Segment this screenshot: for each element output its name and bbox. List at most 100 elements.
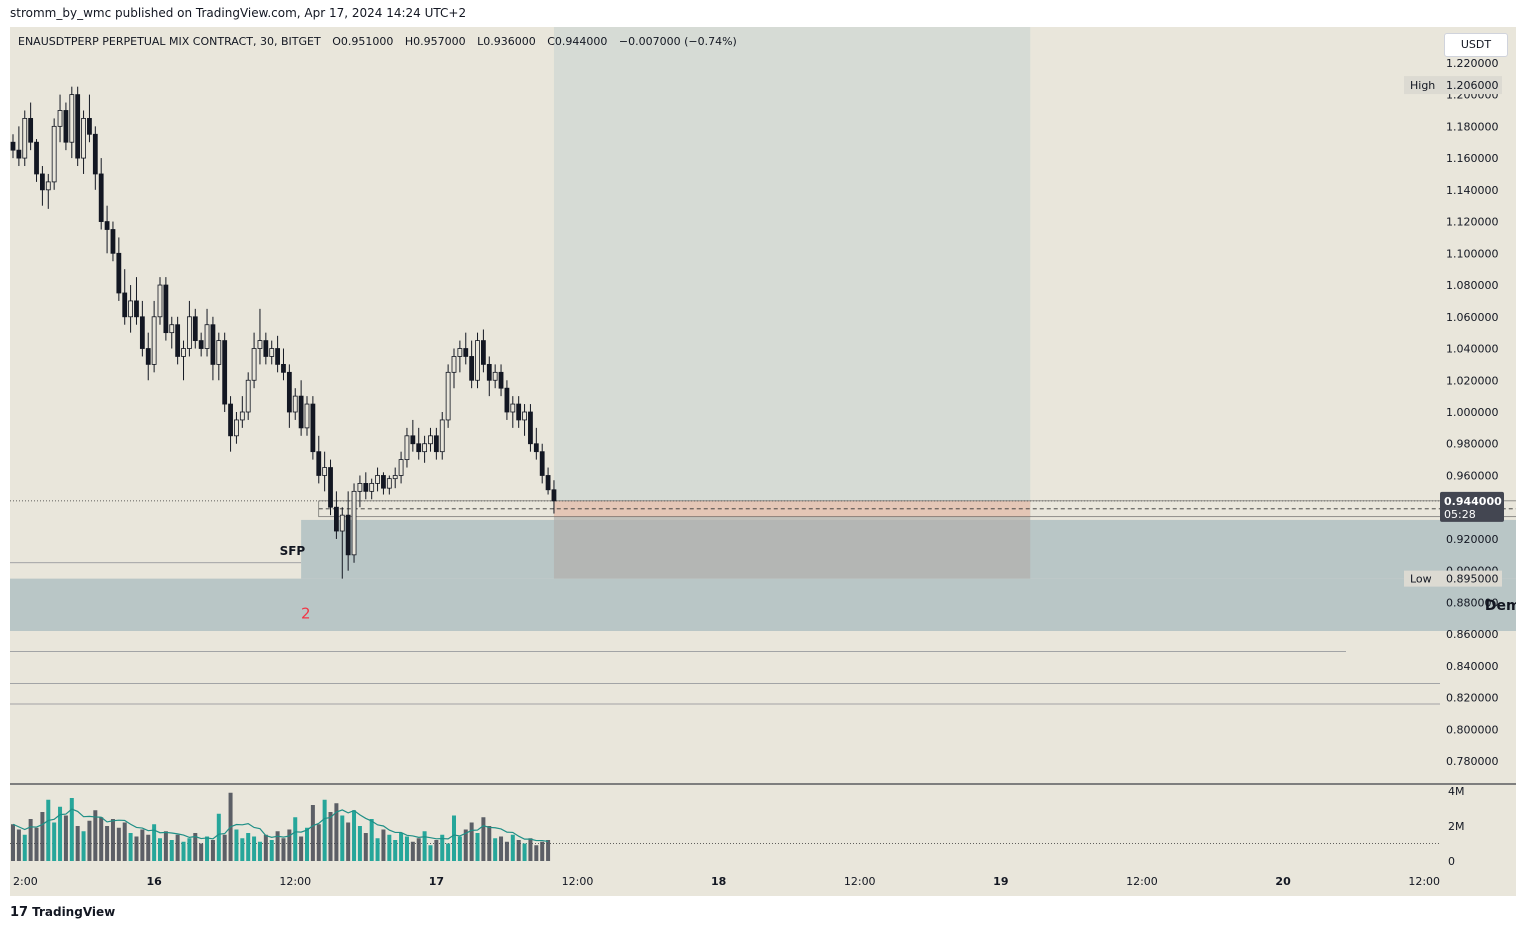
volume-tick-label: 0 <box>1448 855 1455 868</box>
volume-bar <box>140 829 145 861</box>
volume-bar <box>393 840 398 861</box>
volume-bar <box>546 840 551 861</box>
candle-body <box>186 316 192 349</box>
volume-bar <box>116 827 121 861</box>
candle-body <box>545 475 551 491</box>
candle-body <box>528 411 533 445</box>
candle-body <box>234 419 239 437</box>
candle-body <box>339 514 345 532</box>
candle-body <box>104 221 110 230</box>
volume-bar <box>299 836 304 861</box>
volume-bar <box>357 826 362 861</box>
chart-svg[interactable]: FVG 1HDemand 1HDemand 30mSFP21.2200001.2… <box>10 27 1516 896</box>
volume-bar <box>263 834 268 861</box>
price-tick-label: 0.800000 <box>1446 723 1499 736</box>
volume-bar <box>469 822 474 861</box>
volume-bar <box>63 815 68 861</box>
candle-body <box>34 141 39 175</box>
publisher-line: stromm_by_wmc published on TradingView.c… <box>10 6 467 20</box>
candle-body <box>381 475 386 489</box>
candle-body <box>10 141 16 151</box>
price-tick-label: 1.000000 <box>1446 406 1499 419</box>
volume-bar <box>310 805 315 861</box>
candle-body <box>275 348 281 365</box>
candle-body <box>122 292 128 318</box>
volume-bar <box>28 819 33 861</box>
currency-unit-button[interactable]: USDT <box>1444 33 1508 57</box>
candle-body <box>322 467 328 476</box>
volume-bar <box>69 798 74 861</box>
volume-bar <box>387 834 392 861</box>
candle-body <box>328 467 333 508</box>
candle-body <box>81 118 86 159</box>
price-tick-label: 0.780000 <box>1446 755 1499 768</box>
volume-bar <box>346 822 351 861</box>
candle-body <box>410 435 416 445</box>
candle-body <box>181 348 186 357</box>
volume-bar <box>534 845 539 861</box>
volume-bar <box>281 838 286 861</box>
volume-bar <box>422 831 427 861</box>
candle-body <box>333 506 339 532</box>
low-marker-label: Low <box>1410 573 1432 586</box>
candle-body <box>375 475 380 484</box>
volume-bar <box>46 799 51 861</box>
candle-body <box>357 483 363 492</box>
volume-bar <box>369 819 374 861</box>
chart-panel[interactable]: FVG 1HDemand 1HDemand 30mSFP21.2200001.2… <box>10 27 1516 896</box>
price-tick-label: 0.980000 <box>1446 438 1499 451</box>
demand-30m-label: Demand 30m <box>1485 598 1516 614</box>
candle-body <box>486 363 492 381</box>
candle-body <box>533 443 539 453</box>
volume-bar <box>428 845 433 861</box>
volume-bar <box>440 834 445 861</box>
candle-body <box>439 419 445 453</box>
volume-tick-label: 4M <box>1448 785 1465 798</box>
volume-bar <box>128 833 133 861</box>
time-tick-label: 17 <box>429 875 444 888</box>
price-tick-label: 1.120000 <box>1446 216 1499 229</box>
volume-bar <box>446 843 451 861</box>
price-tick-label: 1.140000 <box>1446 184 1499 197</box>
volume-bar <box>246 833 251 861</box>
candle-body <box>263 340 269 357</box>
volume-bar <box>134 836 139 861</box>
candle-body <box>57 110 63 127</box>
volume-bar <box>328 812 333 861</box>
volume-bar <box>187 838 192 861</box>
volume-bar <box>352 810 357 861</box>
candle-body <box>216 340 222 365</box>
volume-bar <box>452 815 456 861</box>
legend-low: L0.936000 <box>477 35 536 48</box>
high-marker-box <box>1404 76 1502 95</box>
candle-body <box>516 403 522 421</box>
volume-bar <box>81 831 86 861</box>
fvg-highlight <box>553 500 1031 517</box>
candle-body <box>451 356 457 373</box>
volume-bar <box>257 841 262 861</box>
volume-bar <box>340 815 345 861</box>
volume-bar <box>158 838 162 861</box>
time-tick-label: 2:00 <box>13 875 38 888</box>
candle-body <box>498 371 504 389</box>
price-tick-label: 1.020000 <box>1446 374 1499 387</box>
time-tick-label: 12:00 <box>562 875 594 888</box>
volume-bar <box>34 827 39 861</box>
candle-body <box>433 435 439 453</box>
volume-bar <box>481 817 486 861</box>
candle-body <box>292 395 298 413</box>
candle-body <box>445 371 451 421</box>
volume-bar <box>463 829 468 861</box>
price-tick-label: 0.880000 <box>1446 596 1499 609</box>
volume-bar <box>181 841 186 861</box>
candle-body <box>475 340 480 381</box>
time-tick-label: 16 <box>146 875 162 888</box>
volume-bar <box>475 833 480 861</box>
candle-body <box>428 435 433 445</box>
volume-bar <box>522 843 527 861</box>
volume-bar <box>499 836 504 861</box>
candle-body <box>169 324 175 334</box>
time-tick-label: 12:00 <box>279 875 311 888</box>
price-tick-label: 0.840000 <box>1446 660 1499 673</box>
candle-body <box>522 411 527 421</box>
